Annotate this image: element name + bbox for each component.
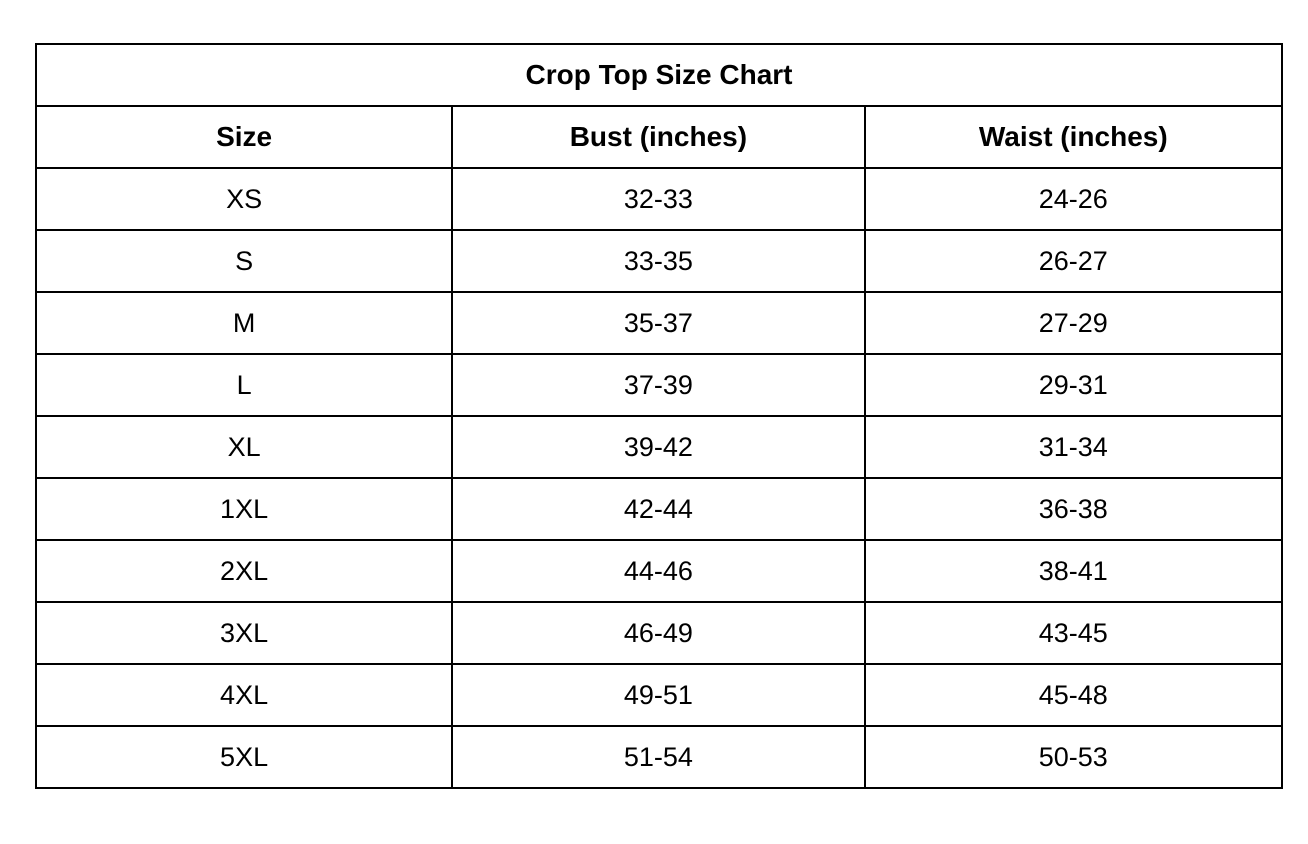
waist-cell: 45-48 xyxy=(863,663,1284,727)
size-cell: 1XL xyxy=(34,477,454,541)
waist-cell: 43-45 xyxy=(863,601,1284,665)
size-cell: M xyxy=(34,291,454,355)
bust-cell: 42-44 xyxy=(451,477,866,541)
waist-cell: 27-29 xyxy=(863,291,1284,355)
size-cell: S xyxy=(34,229,454,293)
bust-cell: 35-37 xyxy=(451,291,866,355)
size-cell: 4XL xyxy=(34,663,454,727)
waist-cell: 24-26 xyxy=(863,167,1284,231)
table-row: L 37-39 29-31 xyxy=(34,353,1284,417)
column-header-waist: Waist (inches) xyxy=(863,105,1284,169)
table-row: 1XL 42-44 36-38 xyxy=(34,477,1284,541)
size-chart-table: Crop Top Size Chart Size Bust (inches) W… xyxy=(34,43,1284,789)
size-cell: 2XL xyxy=(34,539,454,603)
size-cell: XL xyxy=(34,415,454,479)
size-cell: L xyxy=(34,353,454,417)
bust-cell: 51-54 xyxy=(451,725,866,789)
table-title: Crop Top Size Chart xyxy=(35,43,1283,107)
waist-cell: 31-34 xyxy=(863,415,1284,479)
table-row: M 35-37 27-29 xyxy=(34,291,1284,355)
column-header-size: Size xyxy=(34,105,454,169)
bust-cell: 46-49 xyxy=(451,601,866,665)
title-row: Crop Top Size Chart xyxy=(35,43,1283,107)
table-row: 3XL 46-49 43-45 xyxy=(34,601,1284,665)
waist-cell: 29-31 xyxy=(863,353,1284,417)
table-row: 5XL 51-54 50-53 xyxy=(34,725,1284,789)
size-cell: 5XL xyxy=(34,725,454,789)
bust-cell: 49-51 xyxy=(451,663,866,727)
size-cell: 3XL xyxy=(34,601,454,665)
column-header-bust: Bust (inches) xyxy=(451,105,866,169)
size-cell: XS xyxy=(34,167,454,231)
waist-cell: 26-27 xyxy=(863,229,1284,293)
table-row: S 33-35 26-27 xyxy=(34,229,1284,293)
bust-cell: 44-46 xyxy=(451,539,866,603)
table-row: XL 39-42 31-34 xyxy=(34,415,1284,479)
table-row: 2XL 44-46 38-41 xyxy=(34,539,1284,603)
waist-cell: 38-41 xyxy=(863,539,1284,603)
header-row: Size Bust (inches) Waist (inches) xyxy=(34,105,1284,169)
bust-cell: 37-39 xyxy=(451,353,866,417)
bust-cell: 32-33 xyxy=(451,167,866,231)
bust-cell: 39-42 xyxy=(451,415,866,479)
bust-cell: 33-35 xyxy=(451,229,866,293)
waist-cell: 36-38 xyxy=(863,477,1284,541)
table-row: XS 32-33 24-26 xyxy=(34,167,1284,231)
table-row: 4XL 49-51 45-48 xyxy=(34,663,1284,727)
waist-cell: 50-53 xyxy=(863,725,1284,789)
